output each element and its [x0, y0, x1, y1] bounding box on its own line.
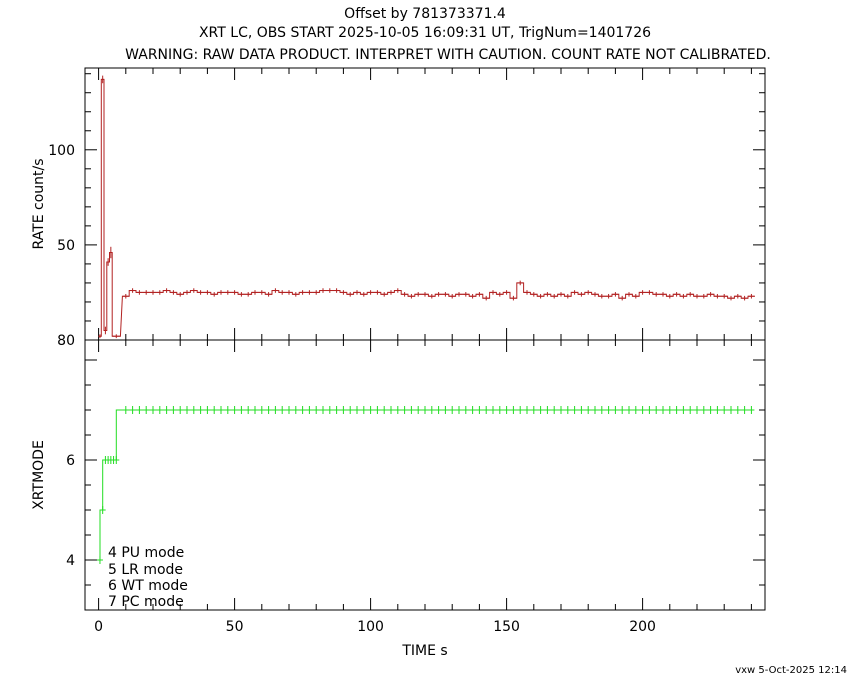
mode-step-line	[99, 409, 752, 560]
time-axis-title: TIME s	[401, 643, 447, 659]
time-tick-label: 100	[357, 619, 384, 635]
mode-y-tick-labels: 46	[66, 453, 75, 569]
time-x-tick-labels: 0 50 100 150 200	[94, 619, 656, 635]
mode-series	[96, 406, 755, 564]
rate-y-tick-label: 50	[57, 238, 75, 254]
legend-lr-mode: 5 LR mode	[108, 562, 183, 578]
time-tick-label: 200	[629, 619, 656, 635]
axis-ticks	[85, 68, 765, 610]
rate-y-tick-label: 80	[57, 333, 75, 349]
mode-y-tick-label: 4	[66, 553, 75, 569]
time-tick-label: 50	[226, 619, 244, 635]
rate-axis-title: RATE count/s	[31, 158, 47, 249]
rate-y-tick-labels: 80 50 100	[48, 143, 75, 349]
time-tick-label: 150	[493, 619, 520, 635]
legend-pu-mode: 4 PU mode	[108, 545, 184, 561]
footer-timestamp: vxw 5-Oct-2025 12:14	[735, 665, 847, 676]
mode-y-tick-label: 6	[66, 453, 75, 469]
legend-wt-mode: 6 WT mode	[108, 578, 188, 594]
title-obs-start: XRT LC, OBS START 2025-10-05 16:09:31 UT…	[199, 25, 651, 41]
title-warning: WARNING: RAW DATA PRODUCT. INTERPRET WIT…	[125, 47, 771, 63]
legend-pc-mode: 7 PC mode	[108, 594, 184, 610]
rate-panel-frame	[84, 67, 766, 341]
rate-y-tick-label: 100	[48, 143, 75, 159]
title-offset: Offset by 781373371.4	[344, 6, 506, 22]
rate-series	[98, 75, 755, 339]
mode-axis-title: XRTMODE	[31, 440, 47, 510]
rate-step-line	[98, 78, 755, 337]
time-tick-label: 0	[94, 619, 103, 635]
mode-panel-frame	[84, 339, 766, 611]
